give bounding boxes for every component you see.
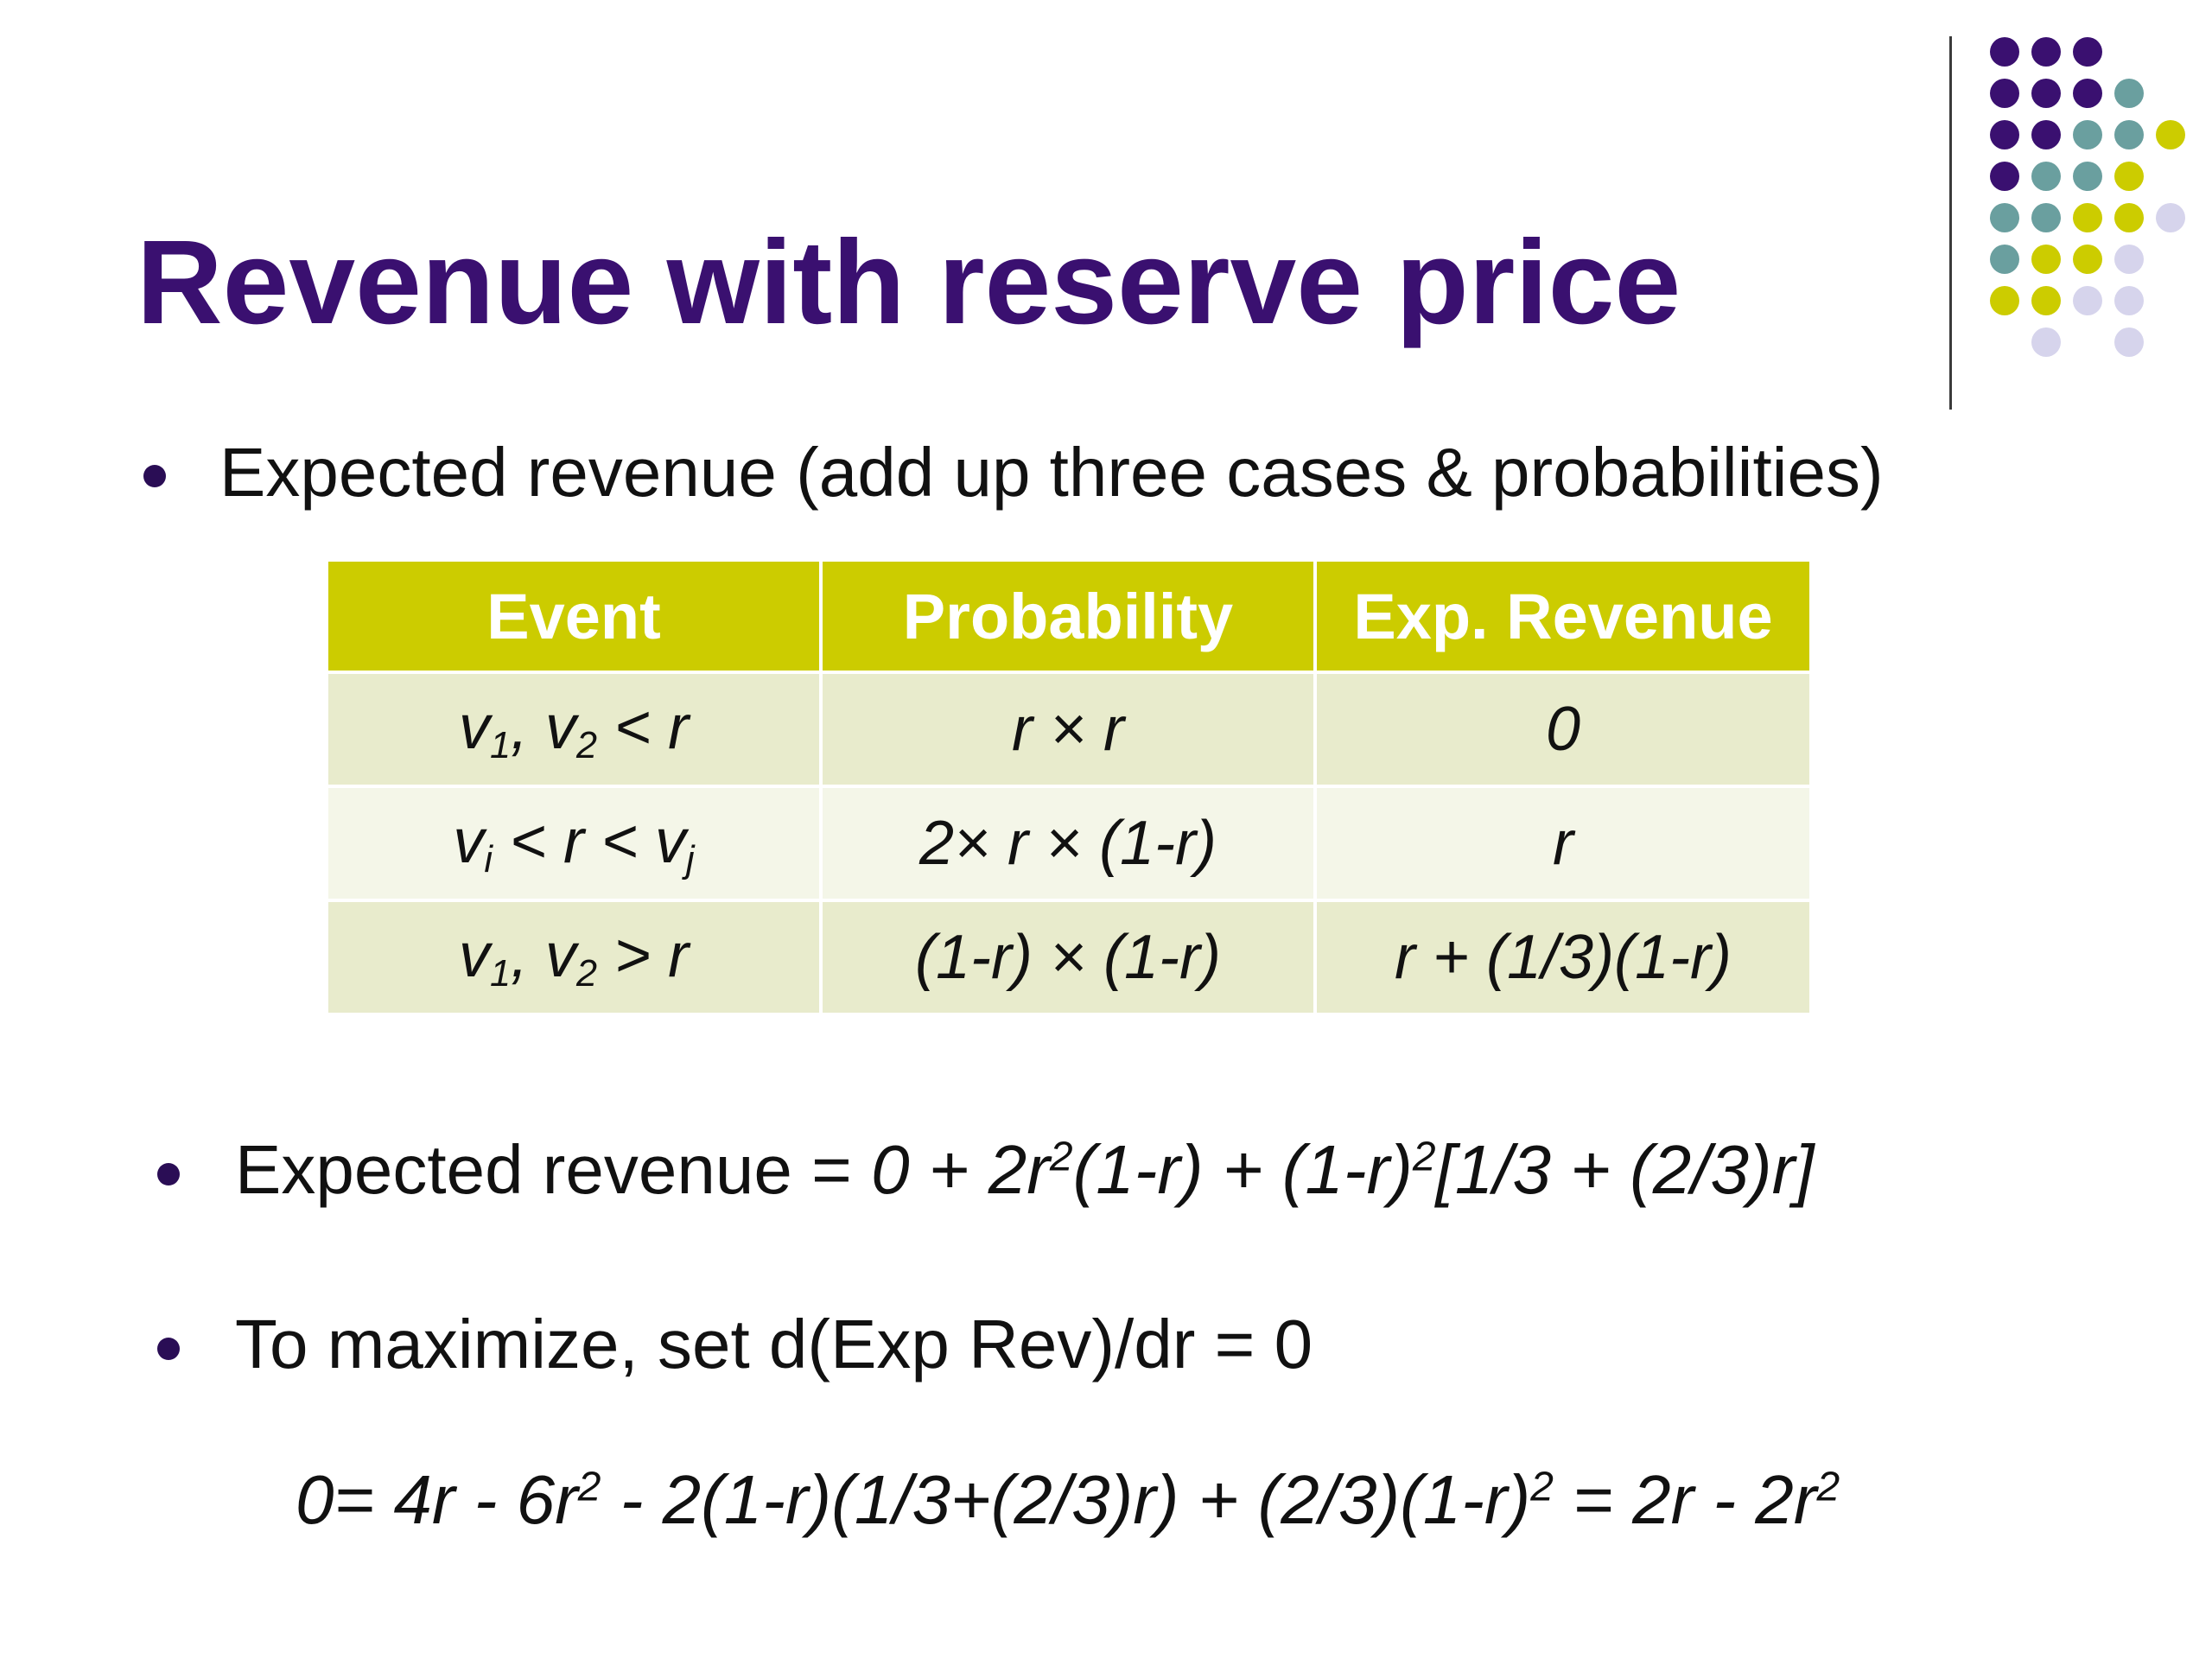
title-divider-line [1949, 36, 1952, 410]
header-exp-revenue: Exp. Revenue [1313, 558, 1813, 674]
decorative-dot [2073, 286, 2102, 315]
decorative-dot [2073, 120, 2102, 149]
event-cell: vi < r < vj [325, 785, 823, 902]
decorative-dot [2114, 327, 2144, 357]
revenue-table: Event Probability Exp. Revenue v1, v2 < … [325, 558, 1813, 1016]
bullet-text-expected-revenue-formula: Expected revenue = 0 + 2r2(1-r) + (1-r)2… [235, 1131, 1815, 1208]
decorative-dot [2031, 162, 2061, 191]
bullet-icon [157, 1338, 180, 1360]
decorative-dot [2073, 79, 2102, 108]
decorative-dot [2114, 79, 2144, 108]
table-row: v1, v2 > r (1-r) × (1-r) r + (1/3)(1-r) [325, 899, 1813, 1016]
table-row: vi < r < vj 2× r × (1-r) r [325, 785, 1813, 902]
decorative-dot [2031, 245, 2061, 274]
revenue-cell: 0 [1313, 671, 1813, 788]
derivative-equation: 0= 4r - 6r2 - 2(1-r)(1/3+(2/3)r) + (2/3)… [296, 1461, 1840, 1538]
decorative-dot [2073, 37, 2102, 67]
slide-title: Revenue with reserve price [137, 216, 1681, 349]
decorative-dot [1990, 120, 2019, 149]
decorative-dot [2114, 286, 2144, 315]
probability-cell: (1-r) × (1-r) [819, 899, 1317, 1016]
revenue-cell: r + (1/3)(1-r) [1313, 899, 1813, 1016]
event-cell: v1, v2 < r [325, 671, 823, 788]
decorative-dot [2031, 79, 2061, 108]
decorative-dot [2073, 203, 2102, 232]
probability-cell: r × r [819, 671, 1317, 788]
decorative-dot [2156, 203, 2185, 232]
bullet-icon [157, 1163, 180, 1185]
probability-cell: 2× r × (1-r) [819, 785, 1317, 902]
header-probability: Probability [819, 558, 1317, 674]
bullet-icon [143, 465, 166, 487]
revenue-cell: r [1313, 785, 1813, 902]
decorative-dot [2073, 245, 2102, 274]
decorative-dot [1990, 162, 2019, 191]
decorative-dot [2031, 203, 2061, 232]
decorative-dot [2031, 286, 2061, 315]
decorative-dot [1990, 37, 2019, 67]
header-event: Event [325, 558, 823, 674]
decorative-dot [1990, 286, 2019, 315]
decorative-dot [2031, 37, 2061, 67]
decorative-dot [1990, 79, 2019, 108]
decorative-dot [2031, 120, 2061, 149]
table-header-row: Event Probability Exp. Revenue [325, 558, 1813, 674]
decorative-dot [1990, 245, 2019, 274]
table-row: v1, v2 < r r × r 0 [325, 671, 1813, 788]
decorative-dot [2114, 162, 2144, 191]
decorative-dot [2073, 162, 2102, 191]
decorative-dot [2114, 120, 2144, 149]
event-cell: v1, v2 > r [325, 899, 823, 1016]
bullet-text-maximize: To maximize, set d(Exp Rev)/dr = 0 [235, 1306, 1313, 1382]
decorative-dot [2114, 245, 2144, 274]
decorative-dot [2031, 327, 2061, 357]
decorative-dot [2114, 203, 2144, 232]
bullet-text-expected-revenue: Expected revenue (add up three cases & p… [219, 434, 1884, 511]
decorative-dot [1990, 203, 2019, 232]
decorative-dot [2156, 120, 2185, 149]
